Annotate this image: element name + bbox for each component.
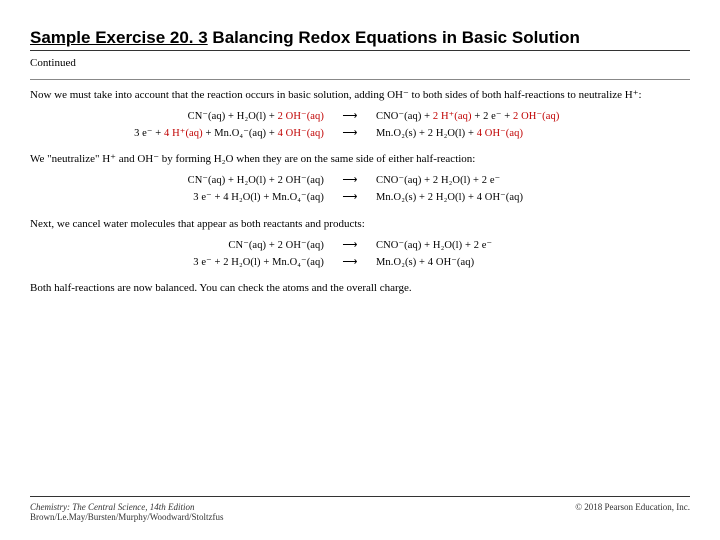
equation-block-3: CN⁻(aq) + 2 OH⁻(aq) ⟶ CNO⁻(aq) + H₂O(l) … <box>30 238 690 272</box>
paragraph-2: We "neutralize" H⁺ and OH⁻ by forming H₂… <box>30 152 690 167</box>
footer-edition: , 14th Edition <box>145 502 194 512</box>
eq1-row1: CN⁻(aq) + H₂O(l) + 2 OH⁻(aq) ⟶ CNO⁻(aq) … <box>30 109 690 126</box>
eq3-row2: 3 e⁻ + 2 H₂O(l) + Mn.O₄⁻(aq) ⟶ Mn.O₂(s) … <box>30 255 690 272</box>
footer-left: Chemistry: The Central Science, 14th Edi… <box>30 502 224 522</box>
eq3-row1-rhs: CNO⁻(aq) + H₂O(l) + 2 e⁻ <box>376 238 626 255</box>
footer-copyright: © 2018 Pearson Education, Inc. <box>575 502 690 522</box>
eq2-row2: 3 e⁻ + 4 H₂O(l) + Mn.O₄⁻(aq) ⟶ Mn.O₂(s) … <box>30 190 690 207</box>
paragraph-1: Now we must take into account that the r… <box>30 88 690 103</box>
equation-block-2: CN⁻(aq) + H₂O(l) + 2 OH⁻(aq) ⟶ CNO⁻(aq) … <box>30 173 690 207</box>
title-rest: Balancing Redox Equations in Basic Solut… <box>208 28 580 47</box>
eq1-row2-lhs: 3 e⁻ + 4 H⁺(aq) + Mn.O₄⁻(aq) + 4 OH⁻(aq) <box>94 126 324 143</box>
arrow-icon: ⟶ <box>332 126 368 143</box>
paragraph-4: Both half-reactions are now balanced. Yo… <box>30 281 690 296</box>
arrow-icon: ⟶ <box>332 109 368 126</box>
arrow-icon: ⟶ <box>332 255 368 272</box>
arrow-icon: ⟶ <box>332 190 368 207</box>
separator <box>30 79 690 80</box>
footer-authors: Brown/Le.May/Bursten/Murphy/Woodward/Sto… <box>30 512 224 522</box>
eq1-row1-rhs: CNO⁻(aq) + 2 H⁺(aq) + 2 e⁻ + 2 OH⁻(aq) <box>376 109 626 126</box>
eq2-row1-lhs: CN⁻(aq) + H₂O(l) + 2 OH⁻(aq) <box>94 173 324 190</box>
paragraph-3: Next, we cancel water molecules that app… <box>30 217 690 232</box>
eq3-row1-lhs: CN⁻(aq) + 2 OH⁻(aq) <box>94 238 324 255</box>
eq2-row2-rhs: Mn.O₂(s) + 2 H₂O(l) + 4 OH⁻(aq) <box>376 190 626 207</box>
eq3-row2-lhs: 3 e⁻ + 2 H₂O(l) + Mn.O₄⁻(aq) <box>94 255 324 272</box>
eq2-row2-lhs: 3 e⁻ + 4 H₂O(l) + Mn.O₄⁻(aq) <box>94 190 324 207</box>
eq3-row1: CN⁻(aq) + 2 OH⁻(aq) ⟶ CNO⁻(aq) + H₂O(l) … <box>30 238 690 255</box>
arrow-icon: ⟶ <box>332 238 368 255</box>
equation-block-1: CN⁻(aq) + H₂O(l) + 2 OH⁻(aq) ⟶ CNO⁻(aq) … <box>30 109 690 143</box>
eq2-row1: CN⁻(aq) + H₂O(l) + 2 OH⁻(aq) ⟶ CNO⁻(aq) … <box>30 173 690 190</box>
continued-label: Continued <box>30 57 690 69</box>
title-prefix: Sample Exercise 20. 3 <box>30 28 208 47</box>
eq1-row2-rhs: Mn.O₂(s) + 2 H₂O(l) + 4 OH⁻(aq) <box>376 126 626 143</box>
eq2-row1-rhs: CNO⁻(aq) + 2 H₂O(l) + 2 e⁻ <box>376 173 626 190</box>
footer-book: Chemistry: The Central Science <box>30 502 145 512</box>
footer: Chemistry: The Central Science, 14th Edi… <box>30 496 690 522</box>
arrow-icon: ⟶ <box>332 173 368 190</box>
eq1-row2: 3 e⁻ + 4 H⁺(aq) + Mn.O₄⁻(aq) + 4 OH⁻(aq)… <box>30 126 690 143</box>
page-title: Sample Exercise 20. 3 Balancing Redox Eq… <box>30 28 690 51</box>
eq1-row1-lhs: CN⁻(aq) + H₂O(l) + 2 OH⁻(aq) <box>94 109 324 126</box>
eq3-row2-rhs: Mn.O₂(s) + 4 OH⁻(aq) <box>376 255 626 272</box>
